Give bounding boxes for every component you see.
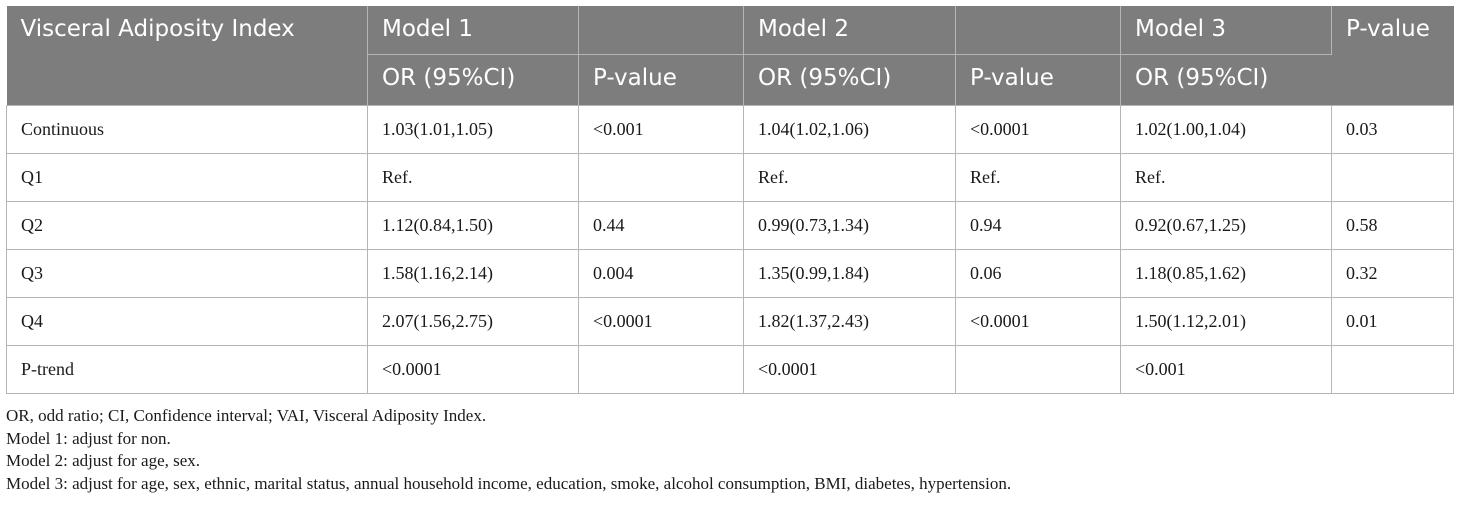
table-row: P-trend <0.0001 <0.0001 <0.001 bbox=[6, 345, 1454, 394]
header-cell: P-value bbox=[955, 54, 1121, 106]
table-cell: 1.02(1.00,1.04) bbox=[1120, 105, 1332, 154]
table-cell: 1.18(0.85,1.62) bbox=[1120, 249, 1332, 298]
table-cell: 1.35(0.99,1.84) bbox=[743, 249, 956, 298]
table-cell: <0.0001 bbox=[955, 105, 1121, 154]
table-row: Q3 1.58(1.16,2.14) 0.004 1.35(0.99,1.84)… bbox=[6, 249, 1454, 298]
table-cell: 0.44 bbox=[578, 201, 744, 250]
header-cell: Model 1 bbox=[367, 6, 579, 55]
table-cell: 0.03 bbox=[1331, 105, 1454, 154]
table-cell: <0.0001 bbox=[578, 297, 744, 346]
table-cell: Q4 bbox=[6, 297, 368, 346]
footnote-model-1: Model 1: adjust for non. bbox=[6, 428, 171, 448]
table-cell: 0.94 bbox=[955, 201, 1121, 250]
table-cell: Ref. bbox=[955, 153, 1121, 202]
table-cell: 0.06 bbox=[955, 249, 1121, 298]
header-cell: Model 3 bbox=[1120, 6, 1332, 55]
table-cell: P-trend bbox=[6, 345, 368, 394]
footnote-model-3: Model 3: adjust for age, sex, ethnic, ma… bbox=[6, 473, 1012, 493]
table-footnotes: OR, odd ratio; CI, Confidence interval; … bbox=[6, 405, 1011, 495]
table-cell: 1.04(1.02,1.06) bbox=[743, 105, 956, 154]
table-row: Continuous 1.03(1.01,1.05) <0.001 1.04(1… bbox=[6, 105, 1454, 154]
table-cell bbox=[1331, 153, 1454, 202]
table-cell: Continuous bbox=[6, 105, 368, 154]
table-cell: Q1 bbox=[6, 153, 368, 202]
table-cell: 1.82(1.37,2.43) bbox=[743, 297, 956, 346]
table-cell: 1.58(1.16,2.14) bbox=[367, 249, 579, 298]
table-cell: 2.07(1.56,2.75) bbox=[367, 297, 579, 346]
header-cell: P-value bbox=[1331, 6, 1454, 106]
table-cell: <0.0001 bbox=[367, 345, 579, 394]
header-cell bbox=[578, 6, 744, 55]
table-cell: <0.0001 bbox=[743, 345, 956, 394]
table-header: Visceral Adiposity Index Model 1 Model 2… bbox=[6, 6, 1454, 106]
table-cell: 0.004 bbox=[578, 249, 744, 298]
results-table: Visceral Adiposity Index Model 1 Model 2… bbox=[6, 6, 1454, 394]
table-cell: 1.50(1.12,2.01) bbox=[1120, 297, 1332, 346]
header-cell bbox=[955, 6, 1121, 55]
header-cell: OR (95%CI) bbox=[367, 54, 579, 106]
table-cell: <0.0001 bbox=[955, 297, 1121, 346]
header-cell: P-value bbox=[578, 54, 744, 106]
table-cell: Ref. bbox=[743, 153, 956, 202]
table-cell: 0.99(0.73,1.34) bbox=[743, 201, 956, 250]
table-cell: 0.58 bbox=[1331, 201, 1454, 250]
table-cell bbox=[955, 345, 1121, 394]
footnote-model-2: Model 2: adjust for age, sex. bbox=[6, 451, 201, 470]
table-cell: 1.12(0.84,1.50) bbox=[367, 201, 579, 250]
table-cell: Q2 bbox=[6, 201, 368, 250]
table-row: Q4 2.07(1.56,2.75) <0.0001 1.82(1.37,2.4… bbox=[6, 297, 1454, 346]
table-cell: <0.001 bbox=[1120, 345, 1332, 394]
header-row-1: Visceral Adiposity Index Model 1 Model 2… bbox=[6, 6, 1454, 106]
header-cell: Model 2 bbox=[743, 6, 956, 55]
table-cell: 0.01 bbox=[1331, 297, 1454, 346]
table-cell: 0.32 bbox=[1331, 249, 1454, 298]
footnote-abbreviations: OR, odd ratio; CI, Confidence interval; … bbox=[6, 406, 487, 425]
results-table-container: Visceral Adiposity Index Model 1 Model 2… bbox=[6, 6, 1454, 394]
table-cell bbox=[578, 345, 744, 394]
table-cell: Ref. bbox=[367, 153, 579, 202]
table-row: Q1 Ref. Ref. Ref. Ref. bbox=[6, 153, 1454, 202]
table-row: Q2 1.12(0.84,1.50) 0.44 0.99(0.73,1.34) … bbox=[6, 201, 1454, 250]
table-body: Continuous 1.03(1.01,1.05) <0.001 1.04(1… bbox=[6, 105, 1454, 394]
table-cell bbox=[1331, 345, 1454, 394]
table-cell: 1.03(1.01,1.05) bbox=[367, 105, 579, 154]
header-cell: OR (95%CI) bbox=[1120, 54, 1332, 106]
header-cell: OR (95%CI) bbox=[743, 54, 956, 106]
table-cell bbox=[578, 153, 744, 202]
table-cell: Ref. bbox=[1120, 153, 1332, 202]
table-cell: 0.92(0.67,1.25) bbox=[1120, 201, 1332, 250]
header-cell: Visceral Adiposity Index bbox=[6, 6, 368, 106]
table-cell: <0.001 bbox=[578, 105, 744, 154]
table-cell: Q3 bbox=[6, 249, 368, 298]
